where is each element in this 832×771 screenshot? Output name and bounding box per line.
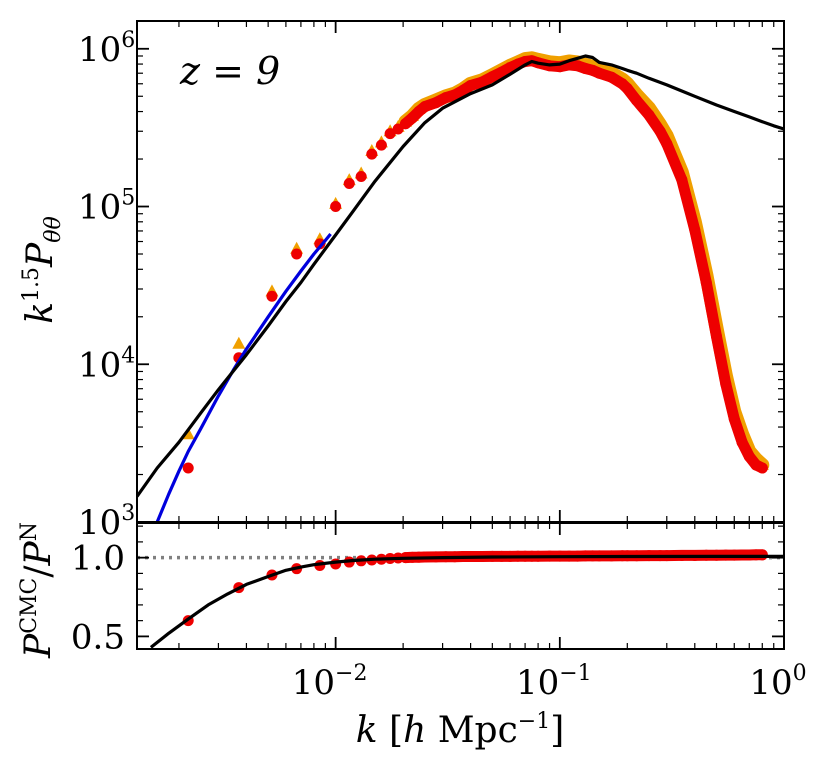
top-circle-point [182, 462, 194, 474]
top-circle-point [496, 66, 508, 78]
x-tick-label-base: 10 [516, 663, 559, 703]
top-circle-point [676, 174, 688, 186]
bottom-y-tick-label: 0.5 [71, 617, 125, 657]
top-circle-point [605, 71, 617, 83]
top-circle-point [756, 462, 768, 474]
top-ylabel-sub: θθ [41, 216, 66, 243]
top-circle-point [720, 378, 732, 390]
x-tick-label-exp: −1 [559, 661, 591, 686]
bottom-ylabel-sup1: CMC [17, 578, 42, 634]
top-circle-point [314, 238, 326, 250]
top-circle-point [440, 92, 452, 104]
top-ylabel-exp: 1.5 [19, 267, 44, 302]
top-circle-point [291, 248, 303, 260]
top-circle-point [700, 276, 712, 288]
top-circle-point [643, 109, 655, 121]
top-circle-point [621, 82, 633, 94]
xlabel-open: [ [378, 710, 404, 751]
top-y-tick-label: 105 [78, 186, 135, 228]
bottom-panel-frame [136, 522, 785, 650]
x-tick-label-exp: 0 [793, 661, 807, 686]
top-circle-point [343, 177, 355, 189]
top-circle-point [449, 89, 461, 101]
top-circle-point [736, 436, 748, 448]
top-linear-line [155, 232, 332, 522]
top-circle-point [728, 413, 740, 425]
top-circle-point [430, 97, 442, 109]
x-tick-label: 10−2 [292, 661, 368, 703]
top-circle-point [465, 80, 477, 92]
top-circle-point [593, 67, 605, 79]
bottom-ylabel: PCMC/PN [17, 522, 59, 659]
bottom-ylabel-P1: P [18, 633, 59, 659]
top-y-tick-label: 104 [78, 343, 135, 385]
top-circle-point [486, 71, 498, 83]
top-circle-point [366, 148, 378, 160]
bottom-panel-data [137, 549, 784, 649]
top-panel-background [137, 21, 784, 522]
x-tick-label: 10−1 [516, 661, 592, 703]
top-circle-point [419, 101, 431, 113]
x-tick-label: 100 [749, 661, 806, 703]
top-circle-point [375, 139, 387, 151]
top-triangle-point [232, 336, 246, 349]
top-y-tick-label: 103 [78, 501, 135, 543]
top-y-tick-label-base: 10 [78, 188, 121, 228]
top-reference-line [137, 54, 784, 498]
top-circle-point [689, 224, 701, 236]
top-ylabel: k1.5Pθθ [19, 216, 66, 324]
top-y-tick-label-base: 10 [78, 345, 121, 385]
top-circle-point [476, 76, 488, 88]
top-circle-point [654, 125, 666, 137]
top-y-tick-label-base: 10 [78, 503, 121, 543]
x-tick-label-base: 10 [292, 663, 335, 703]
top-circle-point [355, 170, 367, 182]
xlabel: k [h Mpc−1] [356, 709, 565, 751]
bottom-ylabel-slash: / [18, 565, 59, 578]
bottom-y-tick-label: 1.0 [71, 539, 125, 579]
top-y-tick-label-exp: 5 [121, 186, 135, 211]
top-y-tick-label-exp: 3 [121, 501, 135, 526]
bottom-ylabel-sup2: N [17, 522, 42, 541]
top-circle-point [661, 138, 673, 150]
xlabel-unit: Mpc [426, 710, 518, 751]
xlabel-k: k [356, 710, 378, 751]
top-y-tick-label: 106 [78, 28, 135, 70]
top-circle-point [631, 95, 643, 107]
top-circle-point [711, 330, 723, 342]
top-circle-point [743, 451, 755, 463]
top-ylabel-k: k [20, 302, 61, 324]
top-circle-point [384, 128, 396, 140]
bottom-ylabel-P2: P [18, 540, 59, 566]
bottom-fit-line [149, 554, 784, 649]
x-tick-label-base: 10 [749, 663, 792, 703]
top-y-tick-label-exp: 4 [121, 343, 135, 368]
x-tick-label-exp: −2 [335, 661, 367, 686]
xlabel-h: h [403, 710, 426, 751]
top-circle-point [330, 201, 342, 213]
top-circle-point [266, 290, 278, 302]
redshift-annotation: z = 9 [179, 49, 280, 93]
xlabel-exp: −1 [518, 709, 550, 734]
top-y-tick-label-exp: 6 [121, 28, 135, 53]
top-panel-data [137, 51, 784, 522]
xlabel-close: ] [550, 710, 564, 751]
top-y-tick-label-base: 10 [78, 30, 121, 70]
top-ylabel-P: P [20, 242, 61, 268]
